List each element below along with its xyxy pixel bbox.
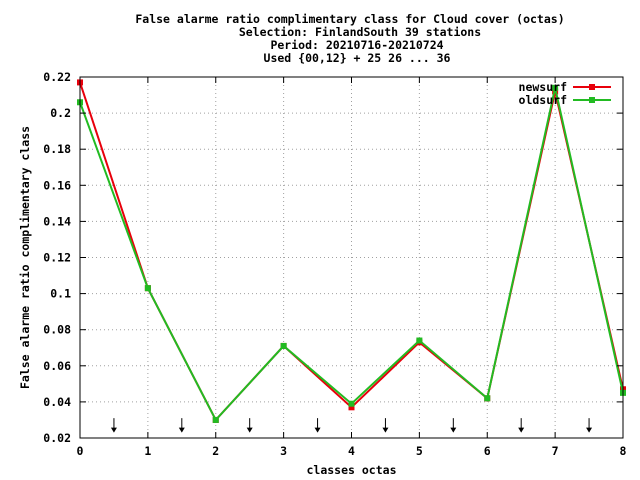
data-point-oldsurf (416, 337, 423, 344)
data-point-oldsurf (280, 342, 287, 349)
data-point-oldsurf (552, 84, 559, 91)
y-tick-label: 0.16 (43, 178, 71, 192)
data-point-newsurf (348, 404, 355, 411)
arrow-marker (110, 418, 117, 433)
y-tick-label: 0.02 (43, 431, 71, 445)
title-line-3: Period: 20210716-20210724 (270, 38, 443, 52)
x-tick-label: 1 (144, 444, 151, 458)
arrow-marker (450, 418, 457, 433)
arrow-marker (314, 418, 321, 433)
arrow-marker (178, 418, 185, 433)
title-line-4: Used {00,12} + 25 26 ... 36 (264, 51, 451, 65)
x-tick-label: 6 (484, 444, 491, 458)
y-tick-label: 0.08 (43, 323, 71, 337)
grid (80, 77, 623, 438)
x-tick-label: 4 (348, 444, 355, 458)
x-tick-label: 2 (212, 444, 219, 458)
arrow-marker (246, 418, 253, 433)
x-tick-label: 8 (620, 444, 627, 458)
legend-marker-oldsurf (589, 97, 595, 103)
data-point-oldsurf (348, 400, 355, 407)
title-line-2: Selection: FinlandSouth 39 stations (239, 25, 481, 39)
arrow-marker (382, 418, 389, 433)
data-point-oldsurf (144, 285, 151, 292)
x-tick-label: 3 (280, 444, 287, 458)
y-tick-label: 0.04 (43, 395, 71, 409)
ticks: 0 1 2 3 4 5 6 7 8 0.02 0.04 0.06 0.08 0.1 0.12 0.14 0.16… (43, 70, 626, 458)
y-tick-label: 0.06 (43, 359, 71, 373)
y-tick-label: 0.14 (43, 214, 71, 228)
arrow-marker (518, 418, 525, 433)
arrow-markers (110, 418, 593, 433)
x-tick-label: 0 (77, 444, 84, 458)
arrow-marker (586, 418, 593, 433)
x-axis-label: classes octas (306, 463, 396, 477)
y-tick-label: 0.18 (43, 142, 71, 156)
title-line-1: False alarme ratio complimentary class f… (135, 12, 564, 26)
legend-label-newsurf: newsurf (519, 80, 568, 94)
chart-title: False alarme ratio complimentary class f… (135, 12, 564, 65)
y-axis-label: False alarme ratio complimentary class (18, 126, 32, 389)
legend-label-oldsurf: oldsurf (519, 93, 568, 107)
y-tick-label: 0.1 (50, 287, 71, 301)
x-tick-label: 7 (552, 444, 559, 458)
x-tick-label: 5 (416, 444, 423, 458)
legend-marker-newsurf (589, 84, 595, 90)
y-tick-label: 0.22 (43, 70, 71, 84)
y-tick-label: 0.2 (50, 106, 71, 120)
data-point-oldsurf (212, 416, 219, 423)
data-point-oldsurf (484, 395, 491, 402)
y-tick-label: 0.12 (43, 251, 71, 265)
series (77, 79, 626, 423)
